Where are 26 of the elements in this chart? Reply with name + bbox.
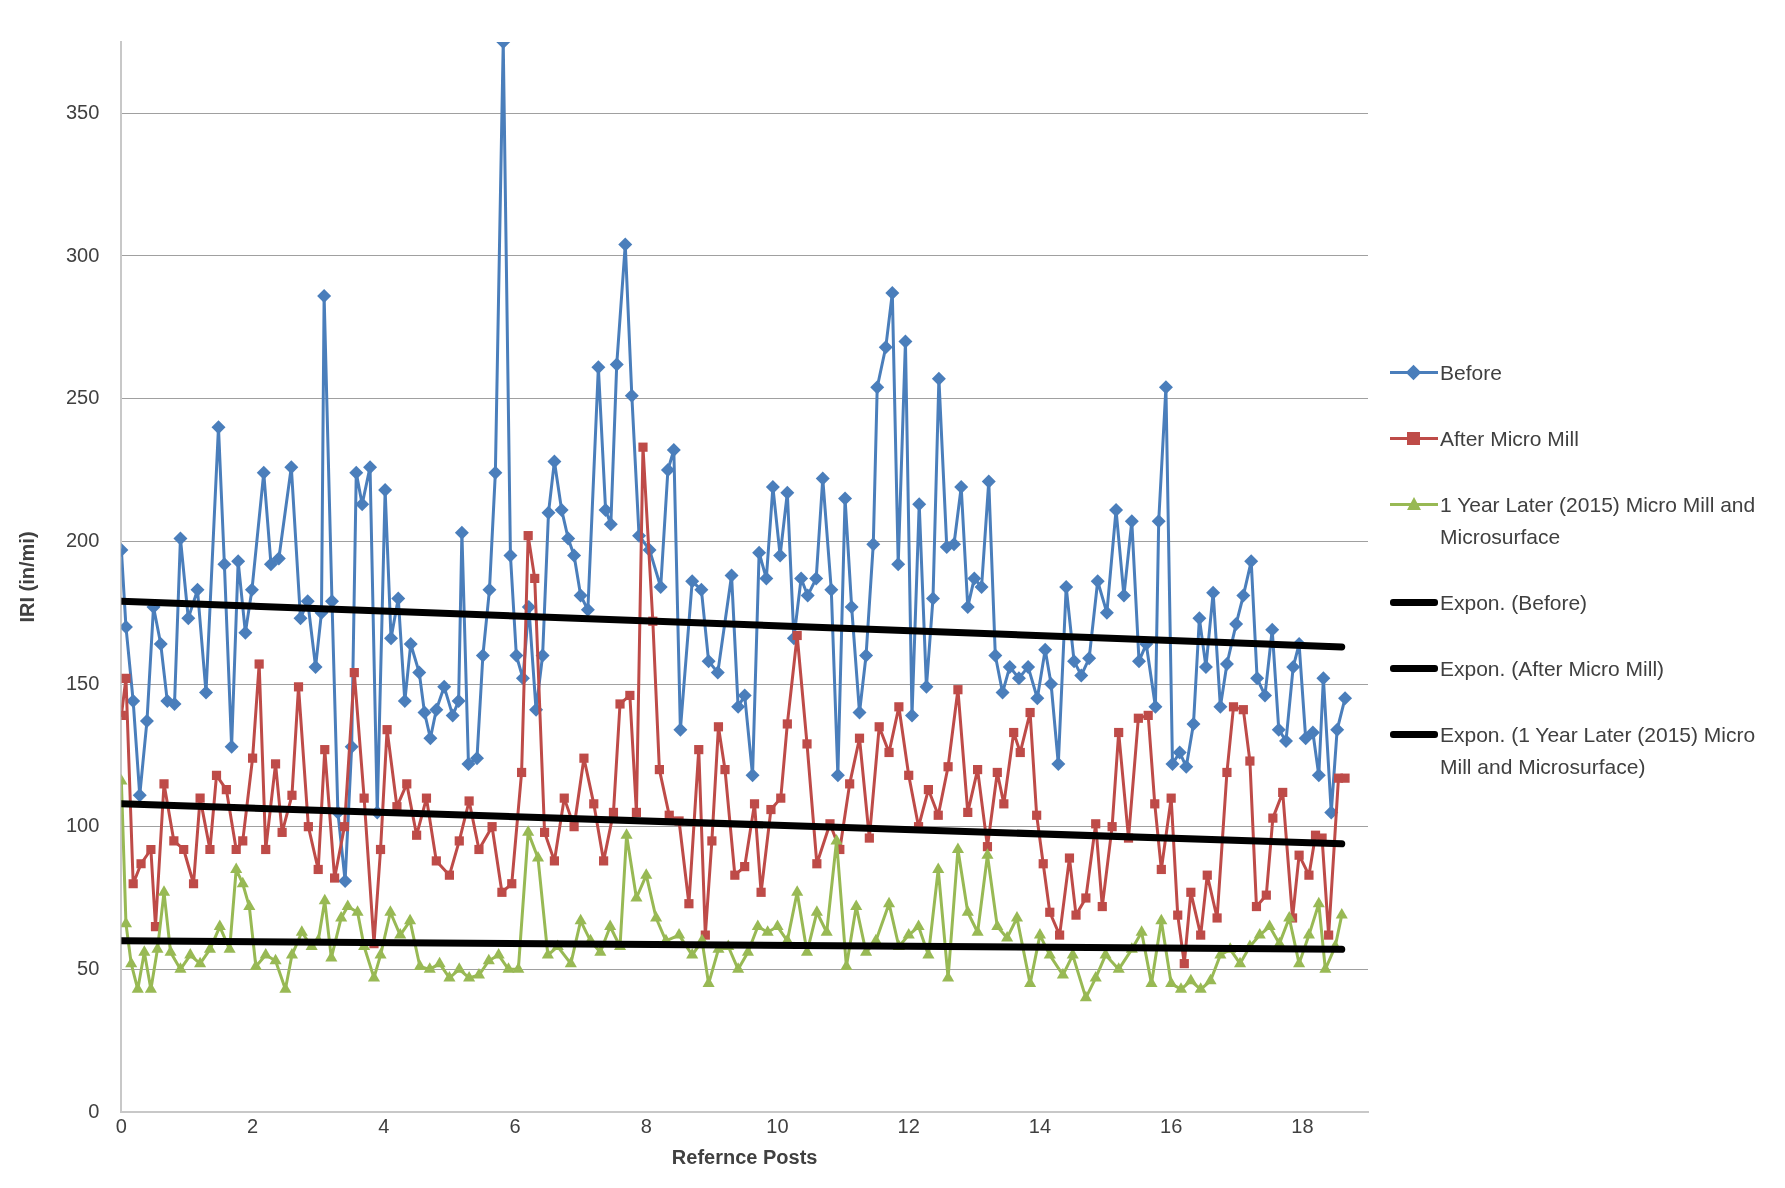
x-tick-label: 6 (509, 1114, 521, 1137)
legend-label: Expon. (1 Year Later (2015) Micro Mill and Microsurface) (1440, 722, 1757, 780)
x-tick-label: 0 (115, 1114, 127, 1137)
x-tick-label: 8 (640, 1114, 652, 1137)
x-tick-label: 12 (897, 1114, 920, 1137)
y-tick-label: 0 (88, 1099, 100, 1122)
y-tick-label: 250 (65, 386, 100, 409)
x-tick-label: 16 (1160, 1114, 1183, 1137)
y-tick-label: 150 (65, 671, 100, 694)
legend-label: Before (1440, 360, 1503, 386)
legend-label: 1 Year Later (2015) Micro Mill and Microsurface (1440, 492, 1757, 550)
y-tick-label: 350 (65, 100, 100, 123)
y-tick-label: 300 (65, 243, 100, 266)
x-tick-label: 4 (378, 1114, 390, 1137)
x-tick-label: 10 (766, 1114, 789, 1137)
x-axis-title: Refernce Posts (671, 1145, 818, 1168)
y-tick-label: 100 (65, 814, 100, 837)
legend-label: Expon. (Before) (1440, 590, 1589, 616)
y-axis-title: IRI (in/mi) (15, 531, 38, 623)
legend-label: After Micro Mill (1440, 426, 1580, 452)
y-tick-label: 50 (77, 956, 100, 979)
x-tick-label: 2 (247, 1114, 259, 1137)
legend-label: Expon. (After Micro Mill) (1440, 656, 1666, 682)
x-tick-label: 18 (1291, 1114, 1314, 1137)
x-tick-label: 14 (1028, 1114, 1052, 1137)
y-tick-label: 200 (65, 528, 100, 551)
